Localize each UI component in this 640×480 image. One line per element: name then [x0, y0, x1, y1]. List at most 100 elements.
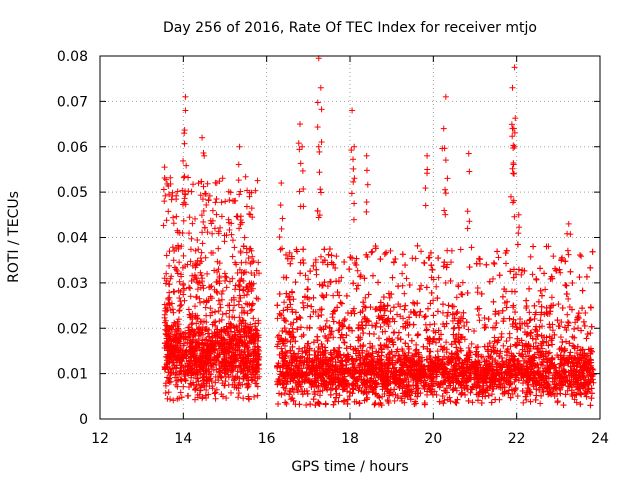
data-point [178, 394, 185, 401]
data-point [377, 341, 384, 348]
data-point [236, 314, 243, 321]
data-point [172, 370, 179, 377]
data-point [232, 286, 239, 293]
data-point [200, 218, 207, 225]
data-point [223, 310, 230, 317]
data-point [218, 296, 225, 303]
data-point [195, 280, 202, 287]
data-point [246, 210, 253, 217]
data-point [213, 180, 220, 187]
data-point [170, 214, 177, 221]
data-point [212, 379, 219, 386]
data-point [246, 396, 253, 403]
data-point [485, 392, 492, 399]
data-point [199, 275, 206, 282]
data-point [176, 295, 183, 302]
data-point [579, 287, 586, 294]
data-point [443, 339, 450, 346]
data-point [237, 188, 244, 195]
data-point [231, 375, 238, 382]
data-point [411, 300, 418, 307]
data-point [223, 274, 230, 281]
data-point [209, 230, 216, 237]
data-point [361, 303, 368, 310]
data-point [469, 399, 476, 406]
data-point [202, 254, 209, 261]
data-point [369, 248, 376, 255]
data-point [166, 248, 173, 255]
data-point [206, 192, 213, 199]
data-point [208, 249, 215, 256]
data-point [503, 260, 510, 267]
data-point [215, 297, 222, 304]
data-point [194, 236, 201, 243]
data-point [165, 389, 172, 396]
data-point [209, 207, 216, 214]
data-point [226, 197, 233, 204]
data-point [227, 189, 234, 196]
data-point [251, 393, 258, 400]
data-point [548, 294, 555, 301]
data-point [172, 326, 179, 333]
data-point [209, 309, 216, 316]
data-point [520, 399, 527, 406]
data-point [168, 196, 175, 203]
data-point [244, 384, 251, 391]
data-point [230, 307, 237, 314]
data-point [215, 377, 222, 384]
data-point [163, 331, 170, 338]
data-point [222, 198, 229, 205]
data-point [212, 389, 219, 396]
data-point [431, 320, 438, 327]
data-point [537, 400, 544, 407]
data-point [490, 259, 497, 266]
data-point [241, 348, 248, 355]
data-point [225, 374, 232, 381]
data-point [170, 257, 177, 264]
data-point [203, 201, 210, 208]
data-point [212, 308, 219, 315]
data-point [164, 363, 171, 370]
data-point [223, 284, 230, 291]
data-point [248, 205, 255, 212]
data-point [212, 338, 219, 345]
data-point [249, 301, 256, 308]
data-point [337, 299, 344, 306]
data-point [213, 195, 220, 202]
data-point [204, 270, 211, 277]
data-point [214, 289, 221, 296]
data-point [218, 199, 225, 206]
data-point [202, 190, 209, 197]
data-point [162, 382, 169, 389]
data-point [180, 217, 187, 224]
data-point [171, 288, 178, 295]
data-point [236, 322, 243, 329]
data-point [190, 332, 197, 339]
data-point [177, 298, 184, 305]
data-point [229, 275, 236, 282]
data-point [198, 258, 205, 265]
data-point [418, 248, 425, 255]
data-point [433, 283, 440, 290]
data-point [225, 381, 232, 388]
data-point [389, 274, 396, 281]
data-point [249, 306, 256, 313]
data-point [214, 258, 221, 265]
data-point [170, 220, 177, 227]
data-point [503, 338, 510, 345]
data-point [228, 231, 235, 238]
data-point [276, 290, 283, 297]
data-point [197, 299, 204, 306]
data-point [194, 286, 201, 293]
data-point [178, 273, 185, 280]
data-point [204, 229, 211, 236]
data-point [453, 387, 460, 394]
data-point [249, 253, 256, 260]
data-point [222, 378, 229, 385]
data-point [176, 307, 183, 314]
data-point [179, 264, 186, 271]
data-point [402, 340, 409, 347]
data-point [176, 307, 183, 314]
data-point [300, 260, 307, 267]
